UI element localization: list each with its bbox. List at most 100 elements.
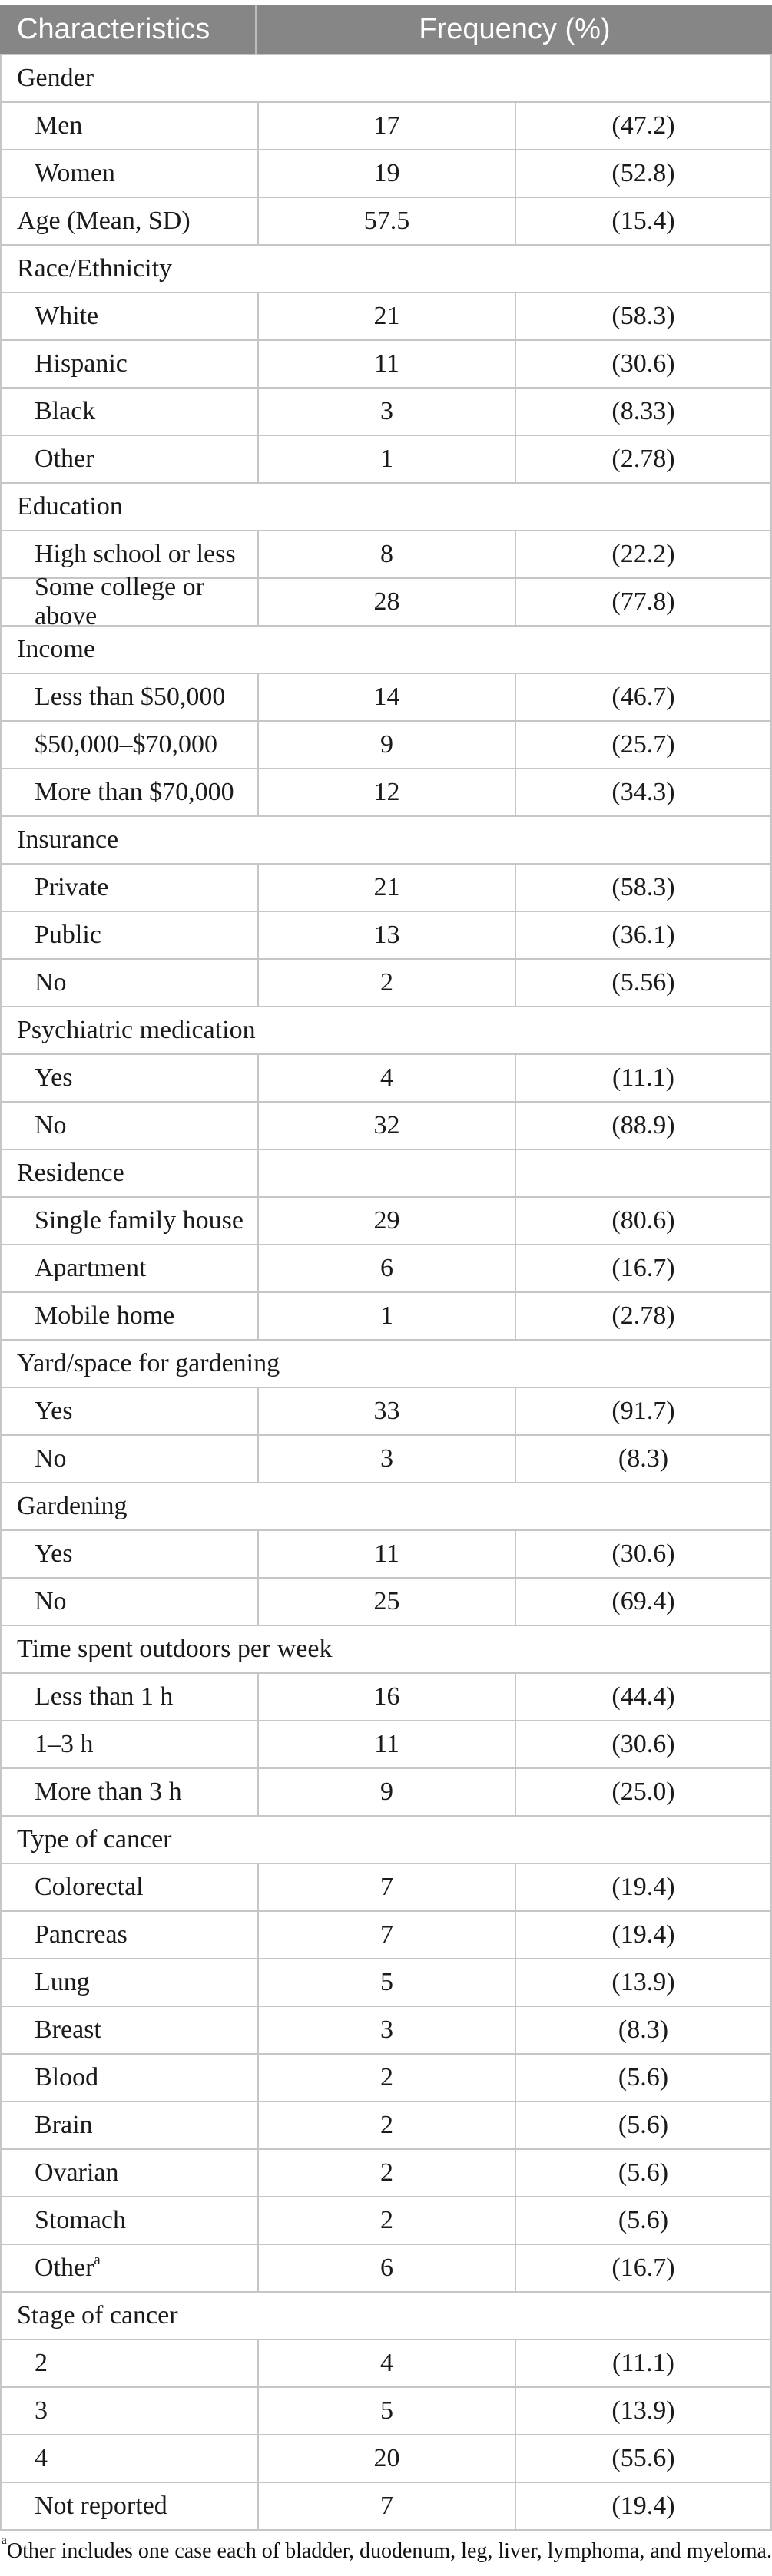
- frequency-value: 7: [257, 2483, 515, 2529]
- table-body: Gender Men 17 (47.2) Women 19 (52.8) Age (Mean,…: [0, 54, 772, 2531]
- table-row: Private 21 (58.3): [2, 865, 770, 912]
- section-label: Psychiatric medication: [17, 1016, 256, 1044]
- section-header-row: Psychiatric medication: [2, 1007, 770, 1055]
- row-label: Other a: [35, 2251, 101, 2282]
- row-label: Private: [2, 865, 257, 911]
- frequency-value: 7: [257, 1912, 515, 1958]
- section-header-row: Yard/space for gardening: [2, 1341, 770, 1388]
- row-label: Age (Mean, SD): [2, 198, 257, 244]
- row-label: Apartment: [2, 1245, 257, 1291]
- table-row: Breast 3 (8.3): [2, 2007, 770, 2055]
- table-row: Some college or above 28 (77.8): [2, 573, 770, 630]
- row-label: Public: [2, 912, 257, 958]
- table-row: Public 13 (36.1): [2, 912, 770, 960]
- row-label: Blood: [2, 2055, 257, 2101]
- frequency-value: 32: [257, 1103, 515, 1149]
- section-label: Time spent outdoors per week: [17, 1635, 333, 1663]
- frequency-value: 29: [257, 1198, 515, 1244]
- frequency-value: 2: [257, 2197, 515, 2244]
- percent-value: (8.33): [515, 389, 770, 435]
- row-label: Stomach: [2, 2197, 257, 2244]
- table-row: Pancreas 7 (19.4): [2, 1912, 770, 1959]
- percent-value: (16.7): [515, 2245, 770, 2291]
- row-label-text: Single family house: [35, 1206, 244, 1235]
- frequency-value: 6: [257, 1245, 515, 1291]
- table-row: Residence: [2, 1150, 770, 1198]
- row-label-text: Less than 1 h: [35, 1682, 174, 1711]
- table-row: More than 3 h 9 (25.0): [2, 1769, 770, 1817]
- percent-value: (69.4): [515, 1579, 770, 1625]
- table-row: $50,000–$70,000 9 (25.7): [2, 722, 770, 769]
- row-label: Ovarian: [2, 2150, 257, 2196]
- table-row: Age (Mean, SD) 57.5 (15.4): [2, 198, 770, 246]
- frequency-value: 7: [257, 1864, 515, 1910]
- percent-value: (11.1): [515, 2340, 770, 2386]
- row-label-text: Age (Mean, SD): [17, 207, 191, 235]
- row-label-text: Not reported: [35, 2492, 167, 2520]
- table-row: Yes 11 (30.6): [2, 1531, 770, 1579]
- frequency-value: 3: [257, 1436, 515, 1482]
- percent-value: (36.1): [515, 912, 770, 958]
- frequency-value: 3: [257, 2007, 515, 2053]
- row-label: Women: [2, 150, 257, 197]
- percent-value: (30.6): [515, 341, 770, 387]
- percent-value: (22.2): [515, 531, 770, 577]
- percent-value: (13.9): [515, 1959, 770, 2006]
- row-label-text: No: [35, 1444, 67, 1473]
- row-label-text: Yes: [35, 1063, 73, 1092]
- row-label: 3: [2, 2388, 257, 2434]
- row-label-text: Ovarian: [35, 2158, 119, 2187]
- percent-value: (25.0): [515, 1769, 770, 1815]
- frequency-value: 1: [257, 1293, 515, 1339]
- section-header-row: Type of cancer: [2, 1817, 770, 1864]
- row-label: $50,000–$70,000: [2, 722, 257, 768]
- row-label-text: Yes: [35, 1397, 73, 1425]
- row-label-text: Hispanic: [35, 349, 128, 378]
- percent-value: [515, 1150, 770, 1196]
- row-label: Single family house: [2, 1198, 257, 1244]
- table-row: Hispanic 11 (30.6): [2, 341, 770, 389]
- row-label: No: [2, 1436, 257, 1482]
- section-label: Race/Ethnicity: [17, 254, 173, 283]
- row-label-text: No: [35, 1587, 67, 1615]
- frequency-value: 12: [257, 769, 515, 815]
- frequency-value: 2: [257, 960, 515, 1006]
- section-header-row: Gender: [2, 55, 770, 103]
- percent-value: (5.6): [515, 2102, 770, 2148]
- row-label: Pancreas: [2, 1912, 257, 1958]
- frequency-value: 19: [257, 150, 515, 197]
- percent-value: (8.3): [515, 2007, 770, 2053]
- row-label-text: High school or less: [35, 540, 236, 568]
- row-label: 2: [2, 2340, 257, 2386]
- row-label-text: Residence: [17, 1159, 124, 1187]
- table-row: 3 5 (13.9): [2, 2388, 770, 2435]
- row-label-text: More than 3 h: [35, 1777, 182, 1806]
- percent-value: (30.6): [515, 1531, 770, 1577]
- row-label: Yes: [2, 1388, 257, 1434]
- frequency-value: 11: [257, 341, 515, 387]
- table-row: Brain 2 (5.6): [2, 2102, 770, 2150]
- row-label: Black: [2, 389, 257, 435]
- row-label: 4: [2, 2435, 257, 2482]
- row-label-text: Women: [35, 159, 115, 187]
- row-label-text: Brain: [35, 2111, 93, 2139]
- table-row: Apartment 6 (16.7): [2, 1245, 770, 1293]
- percent-value: (34.3): [515, 769, 770, 815]
- frequency-value: 14: [257, 674, 515, 720]
- percent-value: (55.6): [515, 2435, 770, 2482]
- row-label-text: 3: [35, 2396, 48, 2425]
- row-label-text: No: [35, 1111, 67, 1139]
- row-label-text: Less than $50,000: [35, 683, 226, 711]
- section-header-row: Race/Ethnicity: [2, 246, 770, 293]
- row-label-text: Colorectal: [35, 1873, 144, 1901]
- row-label-text: No: [35, 968, 67, 997]
- table-row: Other a 6 (16.7): [2, 2245, 770, 2293]
- table-row: Less than $50,000 14 (46.7): [2, 674, 770, 722]
- percent-value: (5.56): [515, 960, 770, 1006]
- row-label: Hispanic: [2, 341, 257, 387]
- row-label-text: Stomach: [35, 2206, 126, 2234]
- percent-value: (19.4): [515, 1912, 770, 1958]
- row-label: Other: [2, 436, 257, 482]
- section-label: Education: [17, 492, 123, 521]
- row-label-text: Lung: [35, 1968, 90, 1996]
